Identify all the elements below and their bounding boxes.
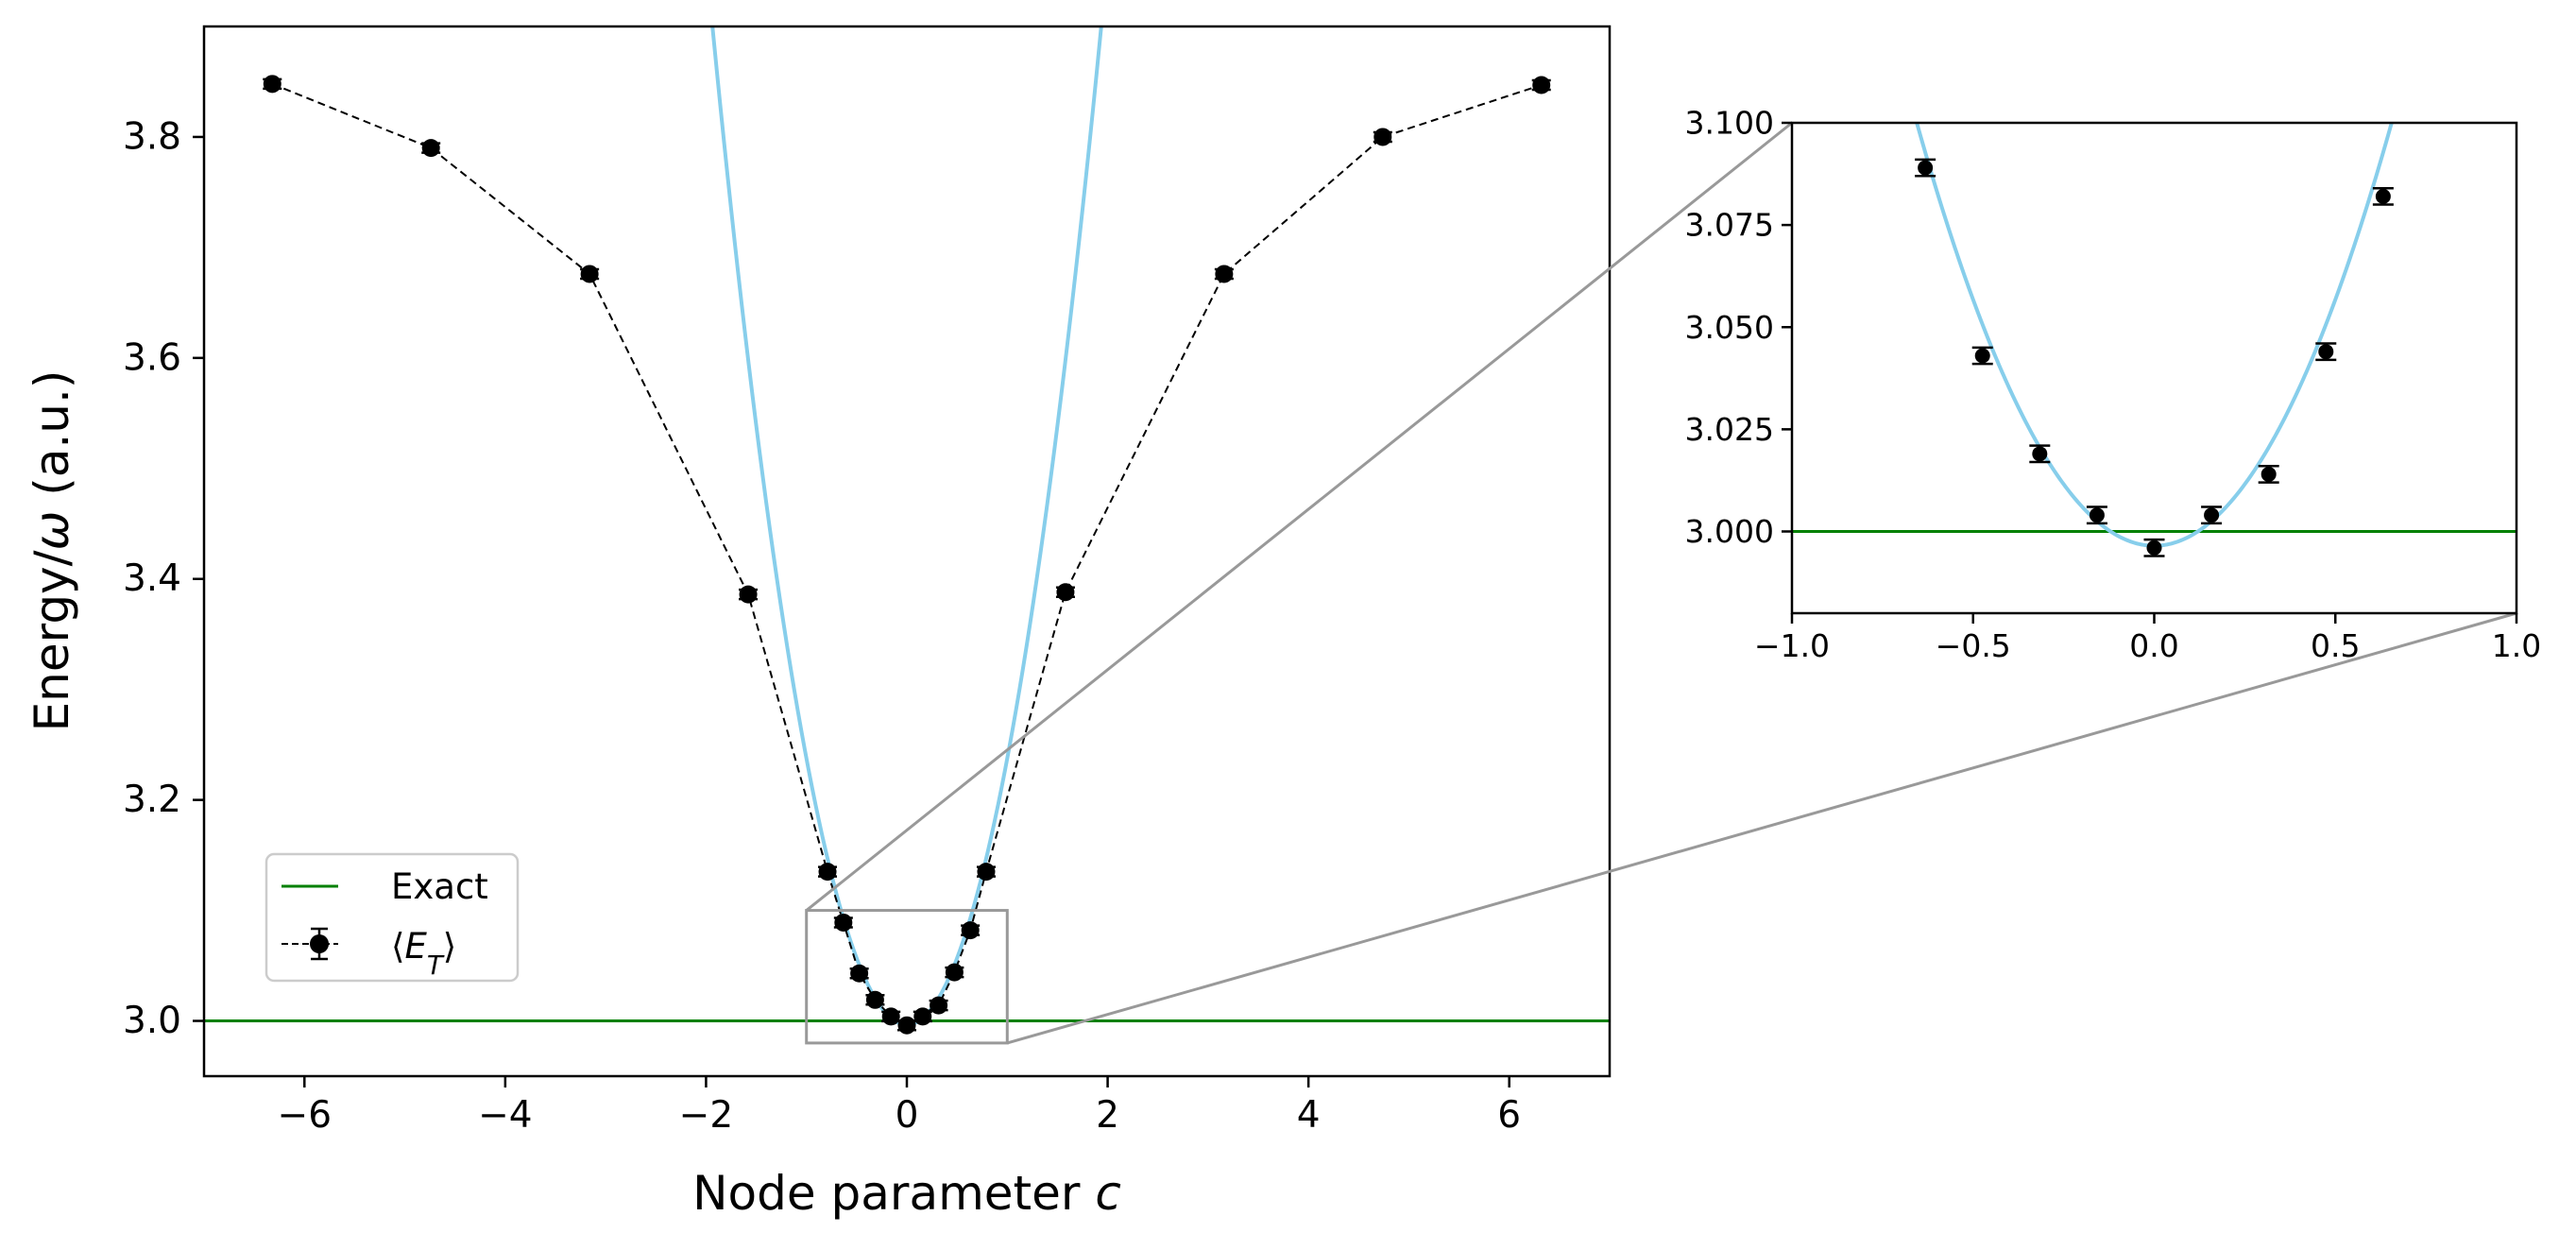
main-x-tick-label: −2: [679, 1094, 734, 1137]
main-x-axis: −6 −4 −2 0 2 4 6: [278, 1076, 1521, 1137]
main-data-point: [1373, 128, 1392, 146]
inset-data-point: [2201, 505, 2223, 525]
main-y-tick-label: 3.4: [123, 557, 181, 600]
inset-y-tick-label: 3.025: [1685, 411, 1774, 448]
main-x-tick-label: 4: [1297, 1094, 1321, 1137]
main-x-tick-label: 0: [896, 1094, 919, 1137]
inset-x-tick-label: 0.0: [2129, 627, 2178, 664]
main-y-tick-label: 3.8: [123, 115, 181, 158]
main-data-point: [1531, 76, 1551, 94]
inset-data-point: [2143, 538, 2165, 557]
main-data-point: [929, 996, 948, 1015]
main-y-axis: 3.0 3.2 3.4 3.6 3.8: [123, 115, 204, 1042]
inset-data-point: [2372, 186, 2394, 206]
zoom-box: [805, 909, 1009, 1045]
main-marker: [897, 1016, 916, 1035]
inset-data-point: [1971, 346, 1993, 366]
inset-x-tick-label: −1.0: [1754, 627, 1830, 664]
main-marker: [1373, 128, 1392, 146]
legend-et-label: ⟨ET⟩: [391, 926, 456, 981]
zoom-connector-top: [805, 121, 1793, 912]
main-x-tick-label: 6: [1497, 1094, 1521, 1137]
main-marker: [945, 963, 964, 982]
legend-entry-exact: Exact: [281, 866, 488, 907]
inset-marker: [2260, 466, 2277, 482]
inset-marker: [1974, 348, 1990, 364]
main-plot-area: [204, 26, 1610, 1035]
main-y-tick-label: 3.6: [123, 336, 181, 379]
inset-data-point: [2086, 505, 2107, 525]
inset-marker: [2318, 344, 2334, 360]
main-marker: [1215, 265, 1234, 283]
main-marker: [834, 913, 853, 932]
legend: Exact ⟨ET⟩: [264, 852, 520, 983]
inset-data-point: [2315, 342, 2337, 362]
main-marker: [977, 863, 996, 882]
inset-plot: −1.0 −0.5 0.0 0.5 1.0 3.0003.0253.0503.0753.…: [1685, 105, 2542, 665]
main-data-point: [913, 1007, 932, 1026]
main-data-point: [881, 1007, 901, 1026]
main-marker: [961, 921, 980, 940]
main-data-point: [976, 863, 996, 882]
inset-plot-area: [1792, 123, 2516, 557]
main-data-point: [580, 265, 600, 283]
main-marker: [881, 1007, 900, 1026]
inset-y-tick-label: 3.075: [1685, 207, 1774, 244]
main-plot: −6 −4 −2 0 2 4 6 3.0 3.2 3.4 3.6 3.8 Node paramete…: [25, 25, 1612, 1221]
main-x-tick-label: −6: [278, 1094, 333, 1137]
main-data-point: [1055, 583, 1075, 602]
legend-exact-label: Exact: [391, 866, 488, 907]
inset-x-tick-label: −0.5: [1936, 627, 2011, 664]
legend-entry-et: ⟨ET⟩: [281, 926, 456, 981]
main-data-point: [739, 585, 759, 604]
main-data-point: [945, 963, 964, 982]
zoom-indicator: [805, 121, 2517, 1045]
inset-marker: [2032, 446, 2048, 462]
main-marker: [421, 139, 440, 158]
main-marker: [865, 990, 884, 1009]
inset-y-axis: 3.000 3.025 3.050 3.075 3.100: [1685, 105, 1792, 550]
inset-y-tick-label: 3.050: [1685, 309, 1774, 346]
main-marker: [913, 1007, 932, 1026]
main-data-point: [263, 75, 282, 94]
inset-x-tick-label: 1.0: [2492, 627, 2541, 664]
inset-y-tick-label: 3.100: [1685, 105, 1774, 142]
main-x-tick-label: 2: [1096, 1094, 1119, 1137]
main-marker: [263, 75, 281, 94]
main-data-point: [818, 863, 838, 882]
main-data-point: [961, 921, 981, 940]
main-y-tick-label: 3.2: [123, 779, 181, 821]
legend-et-swatch-marker: [310, 934, 329, 953]
main-marker: [1532, 76, 1551, 94]
zoom-connector-bottom: [1006, 611, 2517, 1045]
main-data-point: [849, 964, 869, 983]
main-data-point: [865, 990, 885, 1009]
y-axis-label: Energy/ω (a.u.): [25, 370, 79, 732]
main-data-point: [833, 913, 853, 932]
inset-y-tick-label: 3.000: [1685, 513, 1774, 550]
main-data-point: [421, 139, 441, 158]
x-axis-label: Node parameter c: [692, 1166, 1121, 1221]
main-marker: [818, 863, 837, 882]
inset-marker: [2375, 188, 2391, 204]
inset-x-axis: −1.0 −0.5 0.0 0.5 1.0: [1754, 613, 2541, 664]
inset-marker: [1918, 160, 1934, 176]
main-marker: [850, 964, 869, 983]
inset-data-point: [2029, 444, 2051, 464]
inset-marker: [2089, 507, 2105, 523]
main-y-tick-label: 3.0: [123, 1000, 181, 1042]
inset-data-point: [2258, 465, 2279, 484]
inset-data-point: [1915, 158, 1936, 178]
main-marker: [580, 265, 599, 283]
main-marker: [1056, 583, 1075, 602]
inset-x-tick-label: 0.5: [2311, 627, 2360, 664]
main-data-point: [897, 1016, 916, 1035]
main-marker: [930, 996, 948, 1015]
main-x-tick-label: −4: [478, 1094, 533, 1137]
main-marker: [739, 585, 758, 604]
main-data-point: [1214, 265, 1234, 283]
inset-marker: [2204, 507, 2220, 523]
inset-marker: [2146, 539, 2162, 556]
